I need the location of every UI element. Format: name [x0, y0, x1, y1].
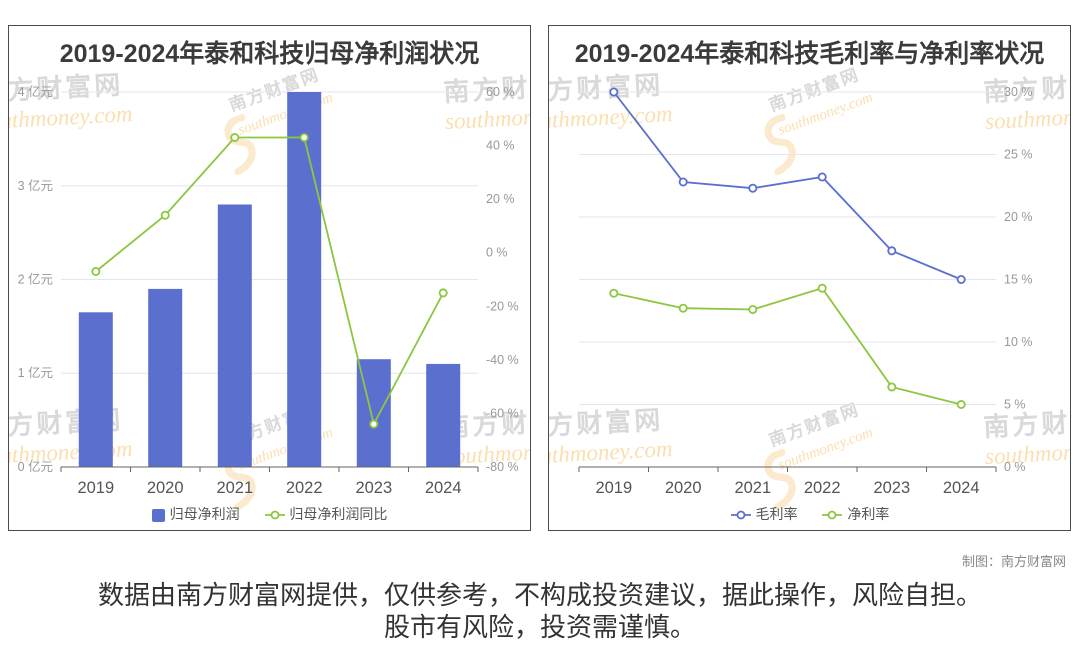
svg-text:25 %: 25 % — [1004, 148, 1033, 162]
svg-text:2024: 2024 — [425, 479, 462, 497]
svg-text:60 %: 60 % — [486, 85, 515, 99]
svg-text:30 %: 30 % — [1004, 85, 1033, 99]
svg-text:2019: 2019 — [595, 479, 632, 497]
svg-text:2020: 2020 — [665, 479, 702, 497]
svg-text:1 亿元: 1 亿元 — [18, 365, 53, 380]
svg-text:2022: 2022 — [804, 479, 841, 497]
svg-text:2024: 2024 — [943, 479, 980, 497]
svg-text:2021: 2021 — [734, 479, 771, 497]
svg-text:4 亿元: 4 亿元 — [18, 84, 53, 99]
svg-text:2020: 2020 — [147, 479, 184, 497]
svg-text:2021: 2021 — [216, 479, 253, 497]
svg-text:20 %: 20 % — [1004, 210, 1033, 224]
svg-text:2023: 2023 — [355, 479, 392, 497]
svg-text:-80 %: -80 % — [486, 460, 519, 474]
svg-text:-40 %: -40 % — [486, 353, 519, 367]
svg-text:0 %: 0 % — [1004, 460, 1026, 474]
svg-text:10 %: 10 % — [1004, 335, 1033, 349]
svg-text:-60 %: -60 % — [486, 406, 519, 420]
svg-text:-20 %: -20 % — [486, 299, 519, 313]
svg-text:2019: 2019 — [77, 479, 114, 497]
svg-text:2 亿元: 2 亿元 — [18, 272, 53, 287]
svg-text:20 %: 20 % — [486, 192, 515, 206]
svg-text:0 亿元: 0 亿元 — [18, 459, 53, 474]
svg-text:2022: 2022 — [286, 479, 323, 497]
svg-text:3 亿元: 3 亿元 — [18, 178, 53, 193]
svg-text:40 %: 40 % — [486, 139, 515, 153]
svg-text:5 %: 5 % — [1004, 398, 1026, 412]
svg-text:2023: 2023 — [873, 479, 910, 497]
svg-text:15 %: 15 % — [1004, 273, 1033, 287]
svg-text:0 %: 0 % — [486, 246, 508, 260]
